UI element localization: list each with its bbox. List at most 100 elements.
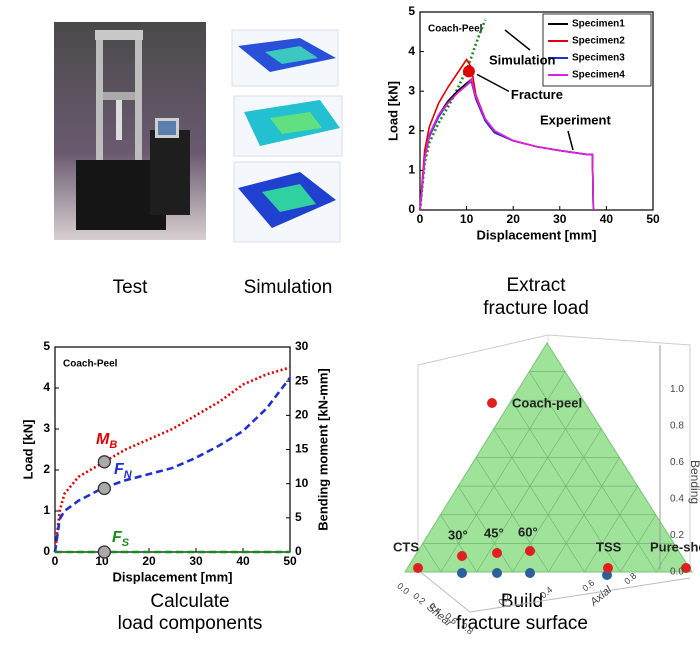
point-label: Coach-peel [512,395,582,410]
surface-point [603,563,613,573]
bending-tick: 0.2 [670,530,684,541]
series-marker [98,546,110,558]
y2-axis-label: Bending moment [kN-mm] [315,368,330,531]
caption: Extract [506,275,566,296]
y-tick-label: 2 [43,462,50,476]
chart-title: Coach-Peel [63,359,118,370]
arrow [477,74,509,91]
y-tick-label: 3 [408,83,415,97]
point-label: TSS [596,539,622,554]
x-axis-label: Displacement [mm] [113,569,233,584]
caption: load components [118,613,263,634]
annotation: Simulation [489,52,556,67]
y-axis-label: Load [kN] [385,81,400,141]
arrow [505,30,530,50]
y-tick-label: 5 [43,339,50,353]
series-label: FS [112,529,130,549]
bending-tick: 0.0 [670,567,684,578]
x-tick-label: 20 [142,554,156,568]
y2-tick-label: 0 [295,544,302,558]
surface-point [457,568,467,578]
x-tick-label: 50 [646,212,660,226]
point-label: 30° [448,527,468,542]
bending-tick: 1.0 [670,384,684,395]
axis-label: Bending [688,460,700,504]
bending-tick: 0.4 [670,494,684,505]
point-label: 60° [518,524,538,539]
surface-point [525,546,535,556]
caption: Calculate [150,591,229,612]
x-tick-label: 40 [600,212,614,226]
y-tick-label: 1 [408,163,415,177]
series-name: M [96,431,110,448]
y-tick-label: 4 [43,380,50,394]
series-line [420,20,485,210]
chart: 01020304050012345Displacement [mm]Load [… [385,4,660,242]
plot-frame [55,347,290,552]
figure: Test Simulation Extract fracture load Ca… [0,0,700,662]
series-line [420,81,593,210]
series-line [420,79,593,210]
series-subscript: N [124,469,133,481]
y2-tick-label: 25 [295,373,309,387]
series-line [420,79,593,210]
series-subscript: S [122,537,130,549]
series-line [55,378,290,552]
series-marker [98,482,110,494]
y-tick-label: 1 [43,503,50,517]
bending-tick: 0.6 [670,457,684,468]
x-tick-label: 0 [417,212,424,226]
shear-tick: 0.2 [411,591,427,607]
fracture-surface: Coach-peelCTS30°45°60°TSSPure-shear0.00.… [393,335,700,636]
point-label: CTS [393,539,419,554]
simulation-images [232,30,342,242]
caption: fracture load [483,298,589,319]
y-tick-label: 0 [43,544,50,558]
axial-tick: 0.8 [622,571,638,587]
series-label: FN [114,461,133,481]
caption: Simulation [244,277,333,298]
chart-title: Coach-Peel [428,24,483,35]
shear-tick: 0.0 [395,581,411,597]
x-tick-label: 10 [460,212,474,226]
point-label: 45° [484,525,504,540]
series-line [55,368,290,553]
series-marker [98,456,110,468]
y2-tick-label: 10 [295,476,309,490]
x-tick-label: 40 [236,554,250,568]
point-label: Pure-shear [650,539,700,554]
surface-point [413,563,423,573]
annotation: Fracture [511,87,563,102]
surface-point [492,548,502,558]
fracture-point [463,65,475,77]
surface-point [457,551,467,561]
annotation: Experiment [540,112,611,127]
caption: Test [113,277,149,298]
test-photo [54,22,206,240]
legend-label: Specimen3 [572,53,625,64]
y2-tick-label: 15 [295,442,309,456]
x-tick-label: 30 [189,554,203,568]
series-subscript: B [109,439,117,451]
x-tick-label: 20 [507,212,521,226]
x-tick-label: 30 [553,212,567,226]
legend-label: Specimen1 [572,19,625,30]
surface-point [492,568,502,578]
y-tick-label: 3 [43,421,50,435]
y-tick-label: 2 [408,123,415,137]
surface-point [525,568,535,578]
y-tick-label: 5 [408,4,415,18]
y-tick-label: 4 [408,44,415,58]
caption: fracture surface [456,613,588,634]
bending-tick: 0.8 [670,421,684,432]
y-axis-label: Load [kN] [20,420,35,480]
legend-label: Specimen4 [572,70,625,81]
y2-tick-label: 30 [295,339,309,353]
series-label: MB [96,431,117,451]
arrow [568,131,573,150]
axial-tick: 0.6 [580,578,596,594]
x-tick-label: 0 [52,554,59,568]
surface-point [487,398,497,408]
legend-label: Specimen2 [572,36,625,47]
